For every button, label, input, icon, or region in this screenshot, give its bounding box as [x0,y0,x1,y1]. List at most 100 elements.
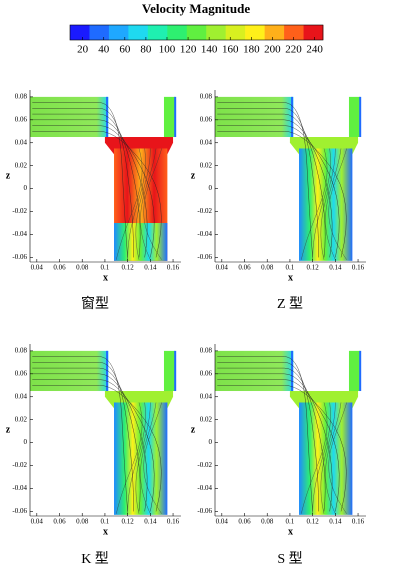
colorbar-tick-label: 200 [264,44,281,56]
x-tick-label: 0.06 [238,264,251,272]
streamline [32,119,148,258]
colorbar-tick-label: 40 [98,44,110,56]
tube [114,402,168,515]
streamline [301,148,328,260]
x-tick-label: 0.08 [261,264,274,272]
streamline [312,148,331,260]
colorbar-swatch [89,25,110,40]
y-tick-label: 0.02 [15,161,28,169]
x-tick-label: 0.12 [307,264,320,272]
streamline [328,148,347,260]
x-tick-label: 0.1 [286,518,295,526]
colorbar-tick-label: 60 [119,44,131,56]
x-tick-label: 0.08 [261,518,274,526]
streamline [32,385,162,512]
x-tick-label: 0.16 [352,264,365,272]
streamline [32,102,128,258]
y-tick-label: -0.06 [197,253,212,261]
flow-panel [215,96,362,261]
inlet-duct [30,96,109,138]
x-tick-label: 0.16 [167,518,180,526]
y-tick-label: 0.08 [15,346,28,354]
x-axis-label: x [288,272,293,283]
x-tick-label: 0.1 [101,518,110,526]
y-tick-label: -0.04 [197,230,212,238]
streamline [135,148,151,260]
outlet-wall [359,96,362,138]
colorbar-swatch [303,25,324,40]
caption: 窗型 [81,295,109,312]
y-tick-label: -0.06 [197,507,212,515]
y-tick-label: 0.04 [15,138,28,146]
streamline [217,373,333,512]
y-axis-label: z [191,424,196,435]
caption: K 型 [81,551,109,567]
x-tick-label: 0.06 [238,518,251,526]
colorbar-tick-label: 240 [306,44,323,56]
y-tick-label: -0.04 [197,484,212,492]
y-tick-label: 0 [24,438,28,446]
inlet-edge [291,96,294,138]
streamline [32,356,128,512]
y-axis-label: z [191,170,196,181]
streamline [143,402,162,514]
y-tick-label: 0.08 [15,92,28,100]
colorbar-swatch [186,25,207,40]
streamline [140,402,157,514]
streamline [217,356,313,512]
streamline [328,402,347,514]
colorbar-swatch [147,25,168,40]
y-tick-label: -0.04 [12,230,27,238]
x-tick-label: 0.04 [31,518,44,526]
tube-lower [114,223,168,261]
y-axis-label: z [6,424,11,435]
outlet-duct [348,96,361,138]
x-tick-label: 0.06 [53,264,66,272]
streamline [217,119,333,258]
outlet-wall [359,350,362,392]
caption: Z 型 [277,296,303,312]
colorbar-swatch [108,25,129,40]
y-tick-label: 0.02 [200,161,213,169]
x-tick-label: 0.06 [53,518,66,526]
y-tick-label: 0.02 [200,415,213,423]
streamline [116,148,143,260]
streamline [217,125,340,258]
inlet-duct [30,350,109,392]
colorbar-swatch [264,25,285,40]
y-tick-label: 0.06 [15,115,28,123]
streamline [320,148,336,260]
y-tick-label: 0.06 [200,115,213,123]
caption: S 型 [277,551,302,567]
y-tick-label: -0.02 [12,461,27,469]
y-tick-label: 0.02 [15,415,28,423]
colorbar-tick-label: 20 [77,44,89,56]
x-tick-label: 0.04 [31,264,44,272]
inlet-duct [215,350,294,392]
x-tick-label: 0.16 [167,264,180,272]
colorbar-tick-label: 140 [201,44,218,56]
streamline [32,108,134,258]
flow-panel [215,350,362,515]
y-tick-label: 0.08 [200,346,213,354]
y-tick-label: 0.08 [200,92,213,100]
y-tick-label: 0.06 [200,369,213,377]
streamline [140,148,157,260]
flow-panel [30,96,177,261]
x-tick-label: 0.12 [307,518,320,526]
colorbar-frame [69,24,324,41]
streamline [32,131,162,258]
colorbar-tick-label: 120 [180,44,197,56]
colorbar-swatch [245,25,265,40]
streamline [217,108,319,258]
x-tick-label: 0.04 [216,264,229,272]
streamline [325,402,342,514]
streamline [312,402,331,514]
streamline [143,148,162,260]
streamline [217,113,326,258]
streamline [32,373,148,512]
x-tick-label: 0.16 [352,518,365,526]
y-tick-label: -0.02 [197,461,212,469]
x-tick-label: 0.14 [144,264,157,272]
